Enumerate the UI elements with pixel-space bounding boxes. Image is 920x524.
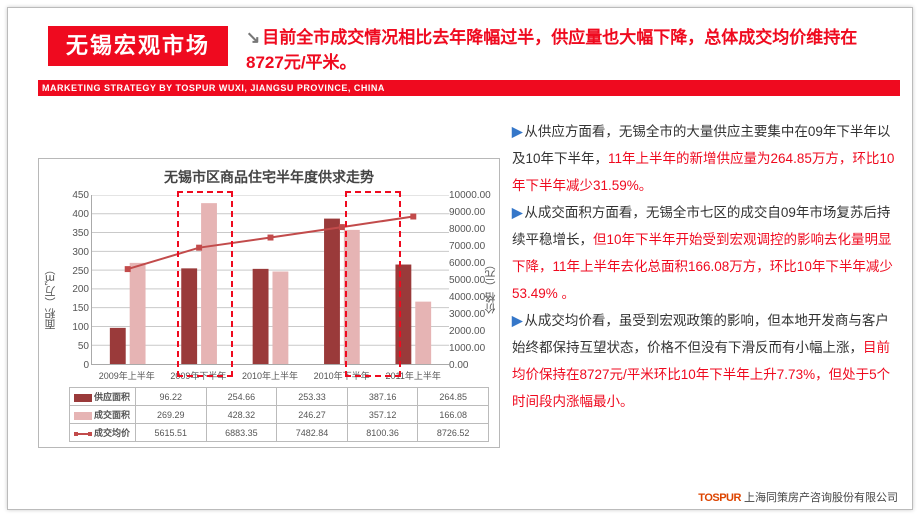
- triangle-icon: ▶: [512, 124, 522, 139]
- slide: 无锡宏观市场 ↘目前全市成交情况相比去年降幅过半，供应量也大幅下降，总体成交均价…: [7, 7, 913, 510]
- triangle-icon: ▶: [512, 205, 522, 220]
- title-band: 无锡宏观市场: [48, 26, 228, 66]
- arrow-icon: ↘: [246, 28, 260, 47]
- headline-part2: 。: [340, 53, 357, 72]
- highlight-box-1: [177, 191, 233, 377]
- highlight-box-2: [345, 191, 401, 377]
- paragraph-1: ▶从供应方面看，无锡全市的大量供应主要集中在09年下半年以及10年下半年，11年…: [512, 118, 900, 199]
- legend-table: 供应面积96.22254.66253.33387.16264.85成交面积269…: [69, 387, 489, 442]
- body-copy: ▶从供应方面看，无锡全市的大量供应主要集中在09年下半年以及10年下半年，11年…: [512, 118, 900, 415]
- headline-part1: 目前全市成交情况相比去年降幅过半，供应量也大幅下降，总体成交均价维持在: [262, 28, 857, 47]
- chart-title: 无锡市区商品住宅半年度供求走势: [39, 167, 499, 187]
- y1-axis-title: 面积（万㎡）: [43, 264, 59, 330]
- chart-box: 无锡市区商品住宅半年度供求走势 面积（万㎡） 价格（元） 05010015020…: [38, 158, 500, 448]
- footer-company: 上海同策房产咨询股份有限公司: [744, 492, 898, 504]
- red-strip: MARKETING STRATEGY BY TOSPUR WUXI, JIANG…: [38, 80, 900, 96]
- paragraph-3: ▶从成交均价看，虽受到宏观政策的影响，但本地开发商与客户始终都保持互望状态，价格…: [512, 307, 900, 415]
- y1-ticks: 050100150200250300350400450: [59, 195, 89, 365]
- headline-red: 8727元/平米: [246, 53, 340, 72]
- footer-brand: TOSPUR: [698, 492, 741, 504]
- footer: TOSPUR 上海同策房产咨询股份有限公司: [698, 489, 898, 505]
- headline: ↘目前全市成交情况相比去年降幅过半，供应量也大幅下降，总体成交均价维持在 8727…: [246, 26, 886, 75]
- paragraph-2: ▶从成交面积方面看，无锡全市七区的成交自09年市场复苏后持续平稳增长，但10年下…: [512, 199, 900, 307]
- y2-axis-title: 价格（元）: [483, 259, 499, 314]
- triangle-icon: ▶: [512, 313, 522, 328]
- y2-ticks: 0.001000.002000.003000.004000.005000.006…: [449, 195, 485, 365]
